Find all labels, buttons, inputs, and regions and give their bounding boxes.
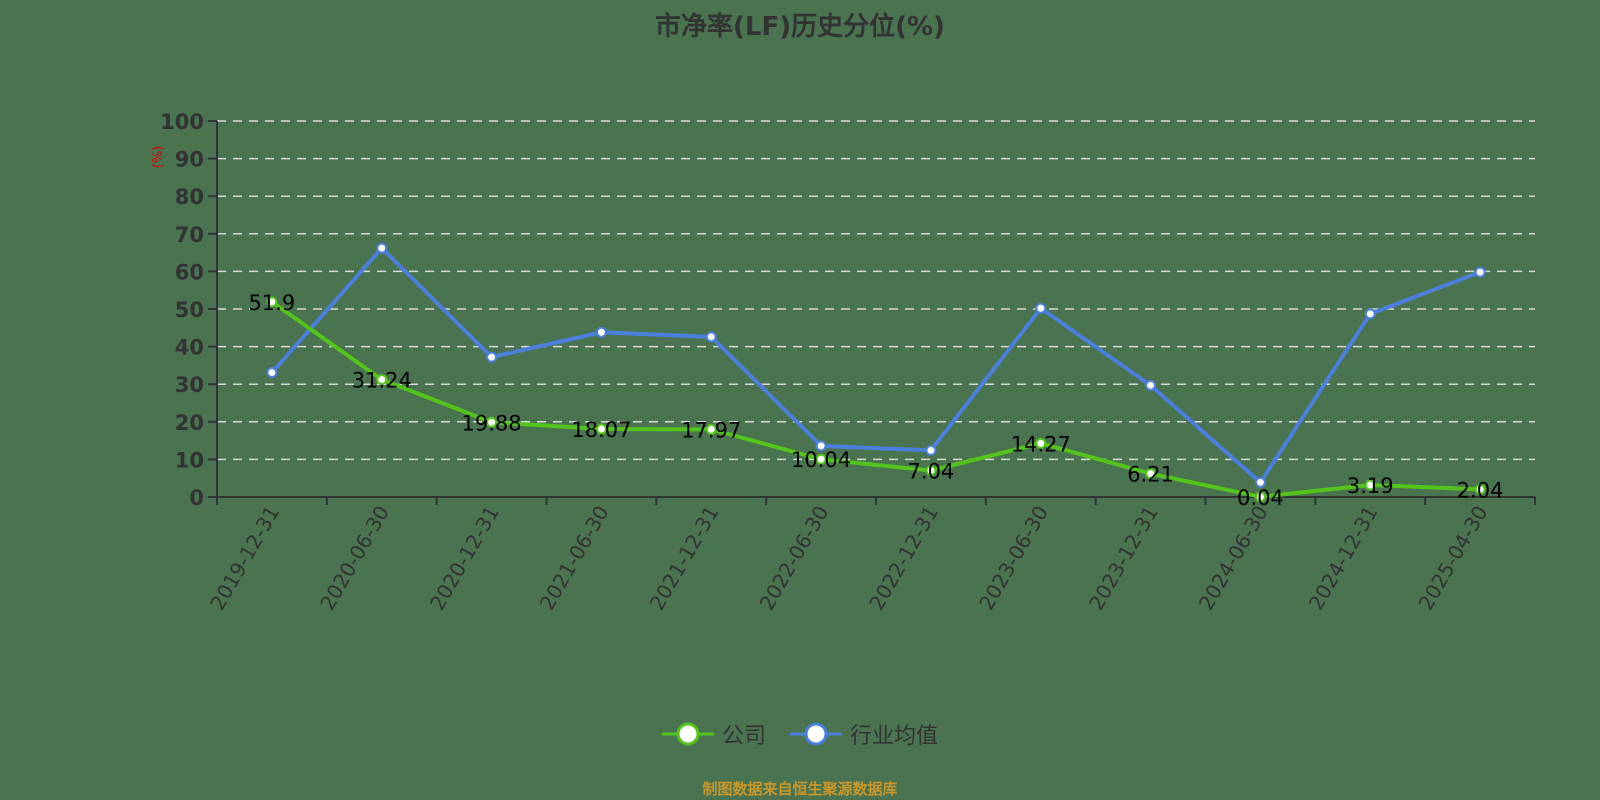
company-value-label: 0.04 [1237,486,1284,510]
x-tick-label: 2020-12-31 [425,502,504,615]
y-axis: 0 10 20 30 40 50 60 70 80 90 100 (%) [151,110,218,510]
company-data-point[interactable] [815,453,827,465]
company-value-label: 7.04 [908,460,955,484]
y-tick-label: 20 [175,411,204,435]
legend-marker-industry-icon [790,722,842,746]
y-tick-label: 50 [175,298,204,322]
company-value-label: 17.97 [681,418,741,442]
company-value-label: 31.24 [352,369,412,393]
x-tick-label: 2021-06-30 [535,502,614,615]
industry-data-point[interactable] [1364,308,1376,320]
company-data-point[interactable] [595,423,607,435]
industry-data-point[interactable] [1035,302,1047,314]
company-data-point[interactable] [1364,479,1376,491]
company-value-label: 51.9 [249,291,296,315]
industry-data-point[interactable] [1145,379,1157,391]
y-tick-label: 10 [175,448,204,472]
series-layer [266,242,1486,503]
legend-label-industry: 行业均值 [850,724,939,749]
company-value-label: 18.07 [571,418,631,442]
industry-data-point[interactable] [266,367,278,379]
x-tick-label: 2024-12-31 [1304,502,1383,615]
company-value-label: 3.19 [1347,474,1394,498]
industry-data-point[interactable] [1474,266,1486,278]
x-tick-label: 2024-06-30 [1194,502,1273,615]
company-value-label: 6.21 [1127,463,1174,487]
legend: 公司 行业均值 [0,718,1600,750]
y-tick-label: 80 [175,185,204,209]
company-data-point[interactable] [1035,437,1047,449]
legend-marker-company-icon [661,722,714,746]
y-tick-label: 100 [160,110,204,134]
industry-data-point[interactable] [486,351,498,363]
legend-item-industry[interactable]: 行业均值 [790,718,938,750]
y-axis-unit-label: (%) [151,146,166,169]
x-tick-label: 2022-12-31 [864,502,943,615]
company-data-point[interactable] [705,423,717,435]
company-data-point[interactable] [925,465,937,477]
chart-title: 市净率(LF)历史分位(%) [655,12,945,42]
company-data-point[interactable] [1145,468,1157,480]
y-tick-label: 90 [175,148,204,172]
data-labels: 51.9 31.24 19.88 18.07 17.97 10.04 7.04 14.27 6.… [249,291,1504,510]
y-tick-label: 30 [175,373,204,397]
gridlines [217,120,1535,461]
x-axis: 2019-12-31 2020-06-30 2020-12-31 2021-06-30… [205,496,1536,615]
industry-data-point[interactable] [815,440,827,452]
x-tick-label: 2023-12-31 [1084,502,1163,615]
industry-data-point[interactable] [376,242,388,254]
x-tick-label: 2021-12-31 [645,502,724,615]
legend-item-company[interactable]: 公司 [661,718,766,750]
company-value-label: 14.27 [1011,432,1071,456]
x-tick-label: 2025-04-30 [1414,502,1493,615]
industry-data-point[interactable] [595,326,607,338]
company-data-point[interactable] [376,374,388,386]
y-tick-label: 40 [175,336,204,360]
industry-data-point[interactable] [705,331,717,343]
y-tick-label: 60 [175,260,204,284]
company-value-label: 19.88 [462,411,522,435]
x-tick-label: 2023-06-30 [974,502,1053,615]
company-value-label: 10.04 [791,448,851,472]
company-data-point[interactable] [1254,491,1266,503]
x-tick-label: 2019-12-31 [205,502,284,615]
y-tick-label: 70 [175,223,204,247]
x-tick-label: 2020-06-30 [315,502,394,615]
company-value-label: 2.04 [1457,478,1504,502]
data-source-footer: 制图数据来自恒生聚源数据库 [702,780,898,798]
y-tick-label: 0 [189,486,204,510]
x-tick-label: 2022-06-30 [755,502,834,615]
industry-data-point[interactable] [925,444,937,456]
company-line [270,300,1481,499]
company-data-point[interactable] [486,416,498,428]
industry-line [270,246,1481,485]
company-data-point[interactable] [1474,483,1486,495]
company-data-point[interactable] [266,296,278,308]
legend-label-company: 公司 [721,724,766,749]
industry-data-point[interactable] [1254,476,1266,488]
